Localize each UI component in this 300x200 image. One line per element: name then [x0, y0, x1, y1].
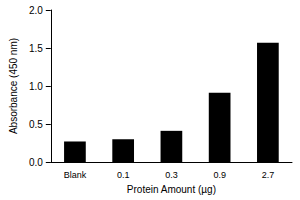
svg-text:0.0: 0.0	[29, 157, 43, 168]
svg-text:0.5: 0.5	[29, 119, 43, 130]
svg-text:1.0: 1.0	[29, 81, 43, 92]
svg-text:2.0: 2.0	[29, 5, 43, 16]
svg-text:Absorbance (450 nm): Absorbance (450 nm)	[8, 38, 19, 134]
svg-text:2.7: 2.7	[262, 170, 275, 180]
svg-text:0.1: 0.1	[117, 170, 130, 180]
svg-text:Blank: Blank	[64, 170, 87, 180]
svg-text:0.9: 0.9	[213, 170, 226, 180]
svg-text:0.3: 0.3	[165, 170, 178, 180]
svg-text:1.5: 1.5	[29, 43, 43, 54]
svg-text:Protein Amount (µg): Protein Amount (µg)	[127, 184, 216, 195]
